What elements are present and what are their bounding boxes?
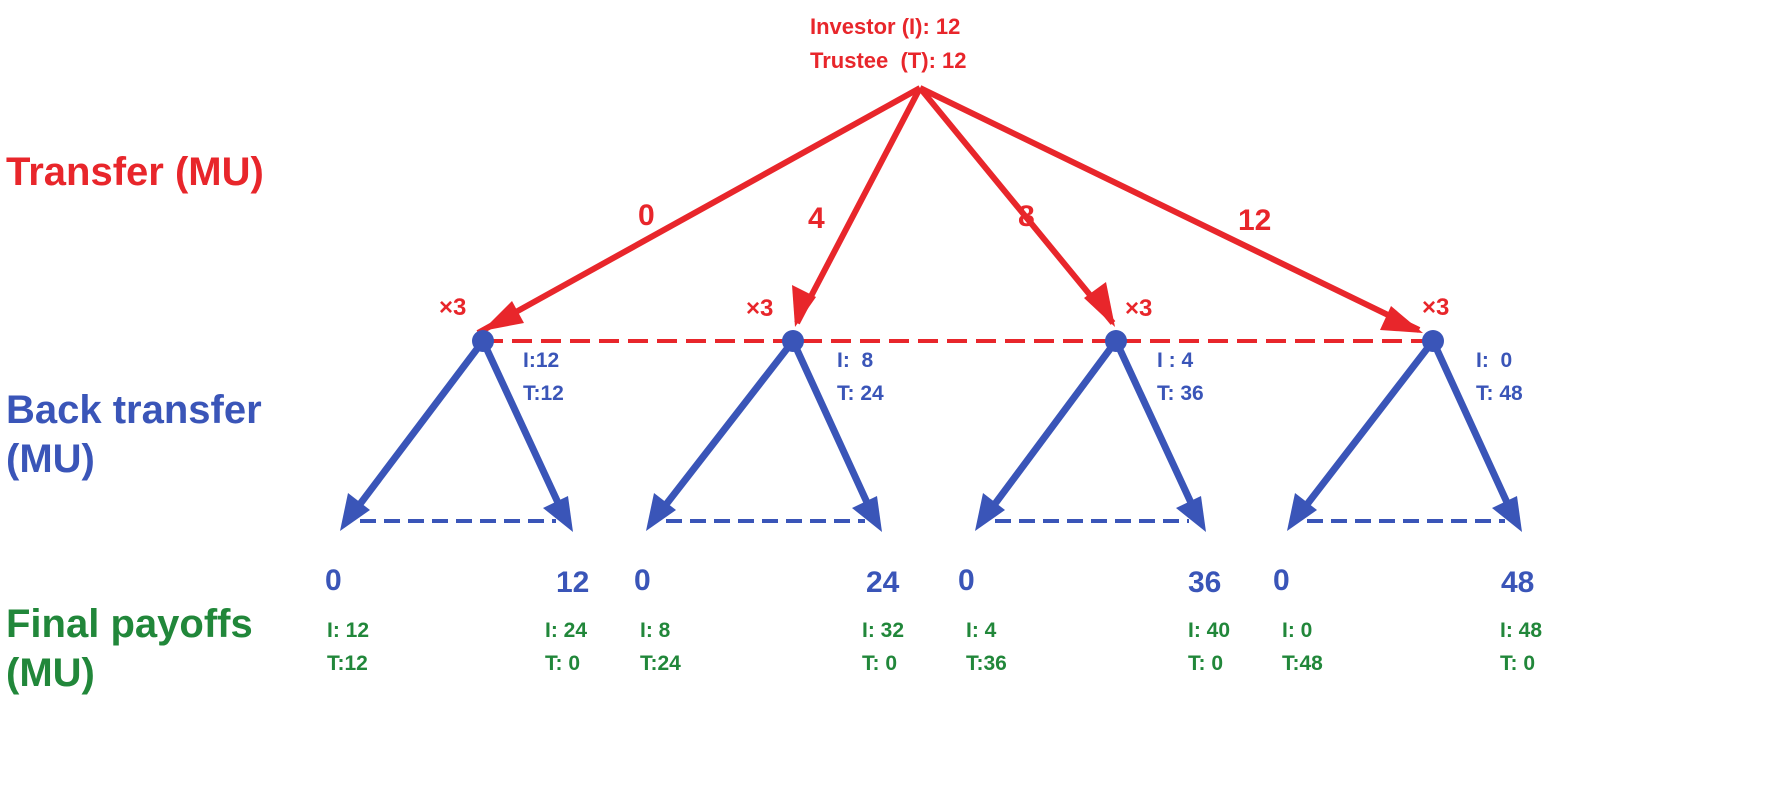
back-transfer-value: 0 <box>1273 564 1290 597</box>
final-payoff: I: 48 T: 0 <box>1500 615 1542 680</box>
row-label-back-transfer-line1: Back transfer <box>6 388 262 432</box>
trustee-node <box>1105 330 1127 352</box>
back-transfer-value: 36 <box>1188 566 1222 599</box>
node-investor-holding: I: 0 <box>1476 349 1513 372</box>
payoff-trustee: T: 0 <box>1500 651 1536 675</box>
back-transfer-arrows <box>340 338 1522 532</box>
back-transfer-value: 0 <box>958 564 975 597</box>
payoff-trustee: T:48 <box>1282 651 1323 675</box>
root-trustee-endowment: Trustee (T): 12 <box>810 48 967 74</box>
payoff-investor: I: 32 <box>862 619 905 642</box>
payoff-investor: I: 12 <box>327 619 370 642</box>
back-transfer-value: 48 <box>1501 566 1535 599</box>
multiplier-label: ×3 <box>1125 295 1153 322</box>
payoff-trustee: T:12 <box>327 651 368 675</box>
payoff-trustee: T:36 <box>966 651 1007 675</box>
transfer-value: 0 <box>638 199 655 232</box>
transfer-arrow-0 <box>476 85 922 336</box>
root-investor-endowment: Investor (I): 12 <box>810 14 961 39</box>
final-payoff: I: 8 T:24 <box>640 615 681 680</box>
multiplier-label: ×3 <box>439 294 467 321</box>
row-label-final-payoffs-line2: (MU) <box>6 650 95 695</box>
payoff-investor: I: 0 <box>1282 619 1313 642</box>
payoff-investor: I: 4 <box>966 619 997 642</box>
transfer-value: 12 <box>1238 204 1272 237</box>
node-trustee-holding: T:12 <box>523 381 564 405</box>
payoff-investor: I: 48 <box>1500 619 1543 642</box>
payoff-trustee: T: 0 <box>1188 651 1224 675</box>
row-label-final-payoffs: Final payoffs (MU) <box>6 600 253 698</box>
transfer-arrowhead-4 <box>792 285 816 327</box>
transfer-arrow-8 <box>917 86 1116 325</box>
transfer-value: 8 <box>1018 200 1035 233</box>
root-endowment: Investor (I): 12 Trustee (T): 12 <box>810 10 966 78</box>
payoff-trustee: T: 0 <box>545 651 581 675</box>
final-payoff: I: 4 T:36 <box>966 615 1007 680</box>
transfer-arrows <box>476 85 1423 336</box>
node-holdings: I: 0 T: 48 <box>1476 345 1523 410</box>
node-investor-holding: I : 4 <box>1157 349 1194 372</box>
row-label-back-transfer-line2: (MU) <box>6 436 95 481</box>
row-label-final-payoffs-line1: Final payoffs <box>6 602 253 646</box>
trustee-node <box>782 330 804 352</box>
payoff-trustee: T:24 <box>640 651 681 675</box>
payoff-trustee: T: 0 <box>862 651 898 675</box>
back-transfer-value: 0 <box>325 564 342 597</box>
node-trustee-holding: T: 24 <box>837 381 884 405</box>
row-label-back-transfer: Back transfer (MU) <box>6 386 262 484</box>
back-transfer-value: 12 <box>556 566 590 599</box>
final-payoff: I: 32 T: 0 <box>862 615 904 680</box>
node-trustee-holding: T: 48 <box>1476 381 1523 405</box>
multiplier-label: ×3 <box>1422 294 1450 321</box>
transfer-value: 4 <box>808 202 825 235</box>
transfer-arrowhead-0 <box>482 301 524 331</box>
back-transfer-value: 0 <box>634 564 651 597</box>
final-payoff: I: 40 T: 0 <box>1188 615 1230 680</box>
node-holdings: I : 4 T: 36 <box>1157 345 1204 410</box>
payoff-investor: I: 40 <box>1188 619 1231 642</box>
trustee-nodes <box>472 330 1444 352</box>
payoff-investor: I: 8 <box>640 619 671 642</box>
trustee-node <box>1422 330 1444 352</box>
transfer-arrowhead-8 <box>1084 282 1115 327</box>
node-holdings: I: 8 T: 24 <box>837 345 884 410</box>
payoff-investor: I: 24 <box>545 619 588 642</box>
back-transfer-value: 24 <box>866 566 900 599</box>
row-label-transfer: Transfer (MU) <box>6 150 264 194</box>
multiplier-label: ×3 <box>746 295 774 322</box>
node-investor-holding: I: 8 <box>837 349 874 372</box>
node-trustee-holding: T: 36 <box>1157 381 1204 405</box>
transfer-arrow-4 <box>794 86 923 325</box>
node-investor-holding: I:12 <box>523 349 560 372</box>
trustee-node <box>472 330 494 352</box>
transfer-arrowhead-12 <box>1380 306 1423 333</box>
final-payoff: I: 12 T:12 <box>327 615 369 680</box>
final-payoff: I: 0 T:48 <box>1282 615 1323 680</box>
node-holdings: I:12 T:12 <box>523 345 564 410</box>
final-payoff: I: 24 T: 0 <box>545 615 587 680</box>
transfer-arrow-12 <box>918 85 1421 333</box>
